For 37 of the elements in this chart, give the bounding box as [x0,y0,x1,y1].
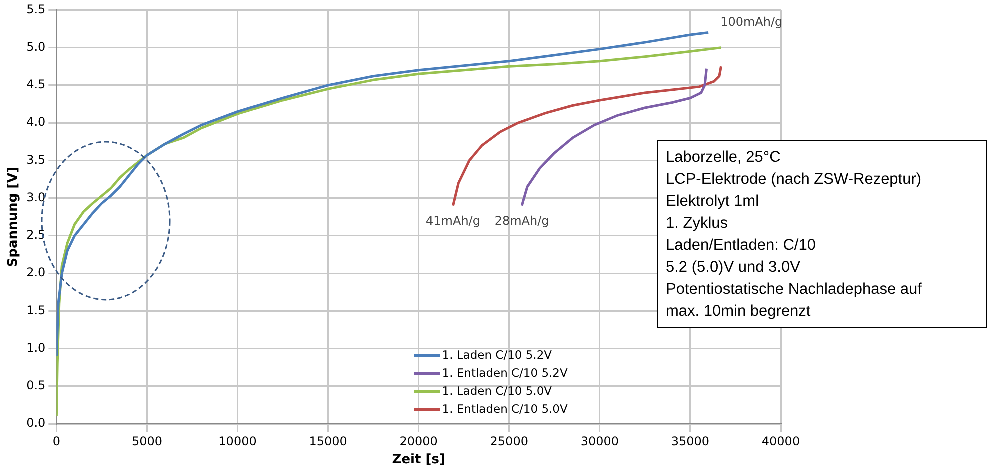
annotation: Potentiostatische Nachladephase auf [666,280,923,300]
annotation: Laden/Entladen: C/10 [666,236,817,256]
legend-label: 1. Laden C/10 5.2V [441,347,554,364]
annotation: 28mAh/g [494,214,550,228]
y-tick-label: 0.5 [26,378,46,393]
x-tick-label: 15000 [309,434,348,448]
y-tick-label: 1.0 [26,340,46,355]
x-tick-label: 25000 [490,434,528,448]
annotation: 5.2 (5.0)V und 3.0V [666,258,802,278]
annotation: LCP-Elektrode (nach ZSW-Rezeptur) [666,170,923,190]
y-tick-label: 4.0 [26,115,46,130]
annotation: max. 10min begrenzt [666,302,812,322]
x-tick-label: 30000 [580,434,620,448]
x-tick-label: 5000 [132,434,162,448]
x-axis-title: Zeit [s] [392,452,446,468]
annotation: 1. Zyklus [666,214,730,234]
y-tick-label: 5.5 [26,2,46,16]
annotation: 41mAh/g [426,214,480,228]
y-tick-label: 5.0 [26,40,46,54]
annotation: 100mAh/g [720,14,783,29]
y-tick-label: 3.0 [26,190,46,204]
y-tick-label: 4.5 [26,78,46,92]
annotation: Laborzelle, 25°C [666,148,782,168]
x-tick-label: 0 [52,434,61,448]
legend-label: 1. Entladen C/10 5.0V [441,401,568,418]
y-tick-label: 2.0 [26,266,46,280]
y-tick-label: 0.0 [26,416,46,430]
legend-label: 1. Laden C/10 5.0V [441,383,554,400]
x-tick-label: 20000 [400,434,438,448]
legend-label: 1. Entladen C/10 5.2V [441,365,568,382]
annotation: Elektrolyt 1ml [666,192,760,212]
x-tick-label: 35000 [671,434,710,448]
x-tick-label: 10000 [218,434,257,448]
x-tick-label: 40000 [762,434,800,448]
y-tick-label: 1.5 [26,303,46,318]
y-axis-title: Spannung [V] [6,166,22,268]
y-tick-label: 3.5 [26,152,46,167]
